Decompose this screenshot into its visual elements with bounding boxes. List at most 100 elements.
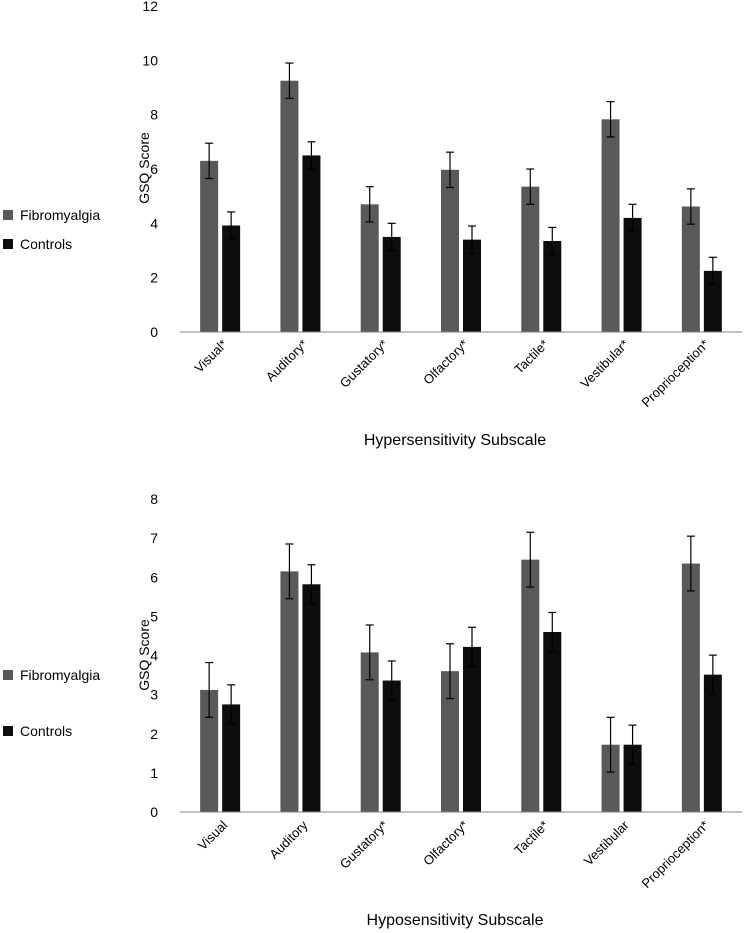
hyper-error-bar-controls — [628, 203, 637, 233]
hypo-error-bar-controls — [387, 660, 396, 701]
hyper-category-label: Visual* — [191, 337, 230, 376]
hyper-y-tick-label: 8 — [150, 107, 158, 123]
hyper-category-label: Gustatory* — [337, 337, 391, 391]
hypo-error-bar-fibromyalgia — [285, 543, 294, 600]
hypo-y-tick-label: 1 — [150, 765, 158, 781]
hyper-category-label: Olfactory* — [420, 337, 471, 388]
hyper-bar-fibromyalgia — [521, 186, 540, 332]
hyper-y-tick-label: 0 — [150, 324, 158, 340]
hyper-error-bar-fibromyalgia — [606, 101, 615, 138]
hypo-error-bar-fibromyalgia — [365, 624, 374, 681]
hypo-error-bar-fibromyalgia — [606, 716, 615, 773]
hyposensitivity-y-axis-title: GSQ Score — [136, 619, 152, 691]
hyper-bar-controls — [382, 236, 401, 332]
hyper-bar-fibromyalgia — [280, 80, 299, 332]
hypo-bar-controls — [543, 632, 562, 812]
hypersensitivity-y-axis-title: GSQ Score — [136, 132, 152, 204]
hypo-category-label: Tactile* — [511, 818, 551, 858]
hyper-category-label: Tactile* — [511, 337, 551, 377]
hypo-bar-fibromyalgia — [521, 559, 540, 812]
hypo-bar-fibromyalgia — [360, 652, 379, 812]
hyper-error-bar-controls — [227, 211, 236, 240]
hyper-error-bar-fibromyalgia — [285, 62, 294, 99]
hyper-bar-controls — [302, 155, 321, 332]
legend-label-controls: Controls — [20, 723, 72, 739]
hyper-error-bar-fibromyalgia — [686, 188, 695, 225]
hyper-error-bar-controls — [307, 141, 316, 170]
legend-label-controls: Controls — [20, 236, 72, 252]
hypo-y-tick-label: 0 — [150, 804, 158, 820]
hypo-category-label: Proprioception* — [639, 818, 712, 891]
hypersensitivity-bars — [200, 62, 722, 332]
hypo-bar-controls — [703, 674, 722, 812]
hypo-y-tick-label: 6 — [150, 569, 158, 585]
hypo-category-label: Visual — [195, 817, 231, 853]
hyper-bar-fibromyalgia — [681, 206, 700, 332]
hyper-error-bar-fibromyalgia — [446, 151, 454, 189]
hyper-y-tick-label: 6 — [150, 161, 158, 177]
hyper-bar-controls — [543, 240, 562, 332]
hypo-bar-controls — [382, 680, 401, 812]
legend-swatch-controls — [3, 726, 13, 736]
hyper-bar-fibromyalgia — [601, 119, 620, 332]
hyper-y-tick-label: 2 — [150, 270, 158, 286]
hyper-error-bar-fibromyalgia — [365, 186, 374, 223]
hyper-bar-controls — [222, 225, 241, 332]
hypo-error-bar-fibromyalgia — [446, 643, 454, 700]
hyper-bar-controls — [623, 217, 642, 332]
hypo-bar-fibromyalgia — [280, 571, 299, 812]
hypo-bar-fibromyalgia — [200, 689, 219, 812]
hypersensitivity-legend: Fibromyalgia Controls — [3, 207, 100, 252]
hyper-y-tick-label: 12 — [142, 0, 158, 14]
hypo-category-label: Gustatory* — [337, 818, 391, 872]
hyper-y-tick-label: 10 — [142, 52, 158, 68]
hyper-category-label: Proprioception* — [639, 337, 712, 410]
hypo-category-label: Auditory — [266, 817, 311, 862]
hypo-bar-controls — [623, 744, 642, 812]
hypo-error-bar-fibromyalgia — [526, 531, 535, 588]
hypersensitivity-x-axis-title: Hypersensitivity Subscale — [364, 432, 546, 449]
hyper-error-bar-controls — [708, 256, 717, 286]
hyper-bar-fibromyalgia — [360, 204, 379, 332]
hypo-error-bar-controls — [227, 684, 236, 725]
hypo-error-bar-fibromyalgia — [205, 661, 214, 718]
legend-swatch-controls — [3, 239, 13, 249]
legend-label-fibromyalgia: Fibromyalgia — [20, 667, 100, 683]
hypo-y-tick-label: 4 — [150, 648, 158, 664]
hyposensitivity-chart: 0 1 2 3 4 5 6 7 8 Visual Auditory Gustatory* Olfact… — [3, 491, 742, 929]
legend-swatch-fibromyalgia — [3, 210, 13, 220]
hypersensitivity-chart: 0 2 4 6 8 10 12 Visual* Auditory* Gustatory* Olfa… — [3, 0, 742, 449]
hypo-error-bar-controls — [307, 564, 316, 605]
hyper-bar-fibromyalgia — [200, 160, 219, 332]
hypo-y-tick-label: 8 — [150, 491, 158, 507]
hyposensitivity-bars — [200, 531, 722, 812]
hyper-y-tick-label: 4 — [150, 215, 158, 231]
hypo-bar-controls — [302, 584, 321, 812]
hypo-category-label: Olfactory* — [420, 818, 471, 869]
hyper-error-bar-controls — [387, 222, 396, 252]
hypo-error-bar-controls — [468, 626, 476, 668]
hypo-y-tick-label: 7 — [150, 530, 158, 546]
hypo-error-bar-controls — [548, 611, 557, 653]
hyper-bar-fibromyalgia — [441, 169, 459, 332]
hyper-error-bar-controls — [468, 225, 476, 254]
hyper-error-bar-fibromyalgia — [205, 142, 214, 180]
hypo-error-bar-controls — [628, 724, 637, 765]
hyper-bar-controls — [703, 270, 722, 332]
hyposensitivity-category-labels: Visual Auditory Gustatory* Olfactory* Tactil… — [195, 817, 712, 891]
hyper-category-label: Auditory* — [263, 337, 311, 385]
hypo-bar-controls — [463, 646, 481, 812]
legend-label-fibromyalgia: Fibromyalgia — [20, 207, 100, 223]
hypo-y-tick-label: 2 — [150, 726, 158, 742]
hyposensitivity-x-axis-title: Hyposensitivity Subscale — [367, 912, 544, 929]
hyper-error-bar-fibromyalgia — [526, 168, 535, 205]
hypo-bar-controls — [222, 704, 241, 812]
hyper-bar-controls — [463, 239, 481, 332]
hypersensitivity-y-axis-ticks: 0 2 4 6 8 10 12 — [142, 0, 158, 340]
hyposensitivity-legend: Fibromyalgia Controls — [3, 667, 100, 739]
hypo-error-bar-controls — [708, 654, 717, 695]
hypo-y-tick-label: 5 — [150, 608, 158, 624]
hypersensitivity-category-labels: Visual* Auditory* Gustatory* Olfactory* Tact… — [191, 337, 712, 410]
legend-swatch-fibromyalgia — [3, 670, 13, 680]
